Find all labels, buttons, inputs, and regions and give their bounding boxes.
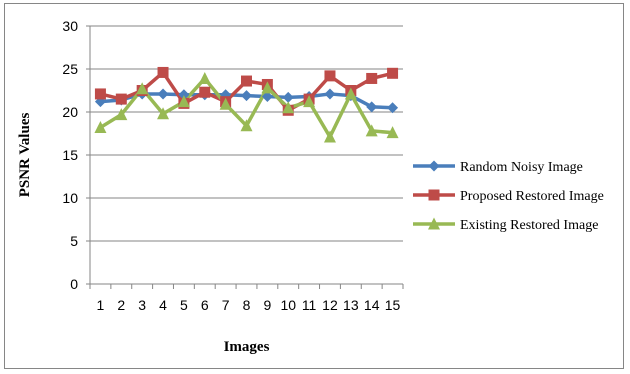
- data-point-series-2: [94, 88, 106, 100]
- data-point-series-2: [387, 67, 399, 79]
- data-point-series-3: [198, 71, 211, 84]
- x-tick-label: 5: [180, 297, 188, 313]
- data-point-series-3: [323, 130, 336, 143]
- data-point-series-1: [324, 88, 336, 100]
- legend-marker-1: [428, 160, 440, 172]
- legend: Random Noisy Image Proposed Restored Imag…: [413, 160, 604, 233]
- data-point-series-3: [136, 82, 149, 95]
- x-tick-label: 11: [302, 297, 317, 313]
- x-tick-label: 1: [97, 297, 105, 313]
- data-point-series-3: [344, 87, 357, 100]
- x-tick-label: 15: [385, 297, 401, 313]
- data-point-series-1: [282, 91, 294, 103]
- data-point-series-3: [386, 126, 399, 139]
- data-point-series-2: [115, 93, 127, 105]
- y-tick-label: 30: [62, 18, 78, 34]
- legend-label-2: Proposed Restored Image: [460, 189, 604, 204]
- y-axis-title: PSNR Values: [17, 113, 33, 198]
- x-tick-label: 8: [243, 297, 251, 313]
- x-tick-label: 10: [280, 297, 296, 313]
- chart-frame: 0 5 10 15 20 25 30 1 2 3 4 5 6 7 8 9 10 11 12 13 14 15 Images…: [4, 3, 624, 369]
- gridlines: [90, 25, 403, 242]
- data-point-series-2: [241, 75, 252, 87]
- x-tick-label: 4: [159, 297, 167, 313]
- x-tick-label: 6: [201, 297, 209, 313]
- data-point-series-3: [115, 108, 128, 121]
- data-point-series-1: [366, 101, 378, 113]
- data-point-series-1: [157, 88, 169, 100]
- y-tick-label: 5: [70, 233, 78, 249]
- data-point-series-3: [365, 124, 378, 137]
- data-point-series-1: [241, 90, 252, 102]
- data-point-series-3: [219, 97, 232, 110]
- y-tick-label: 10: [62, 190, 78, 206]
- data-point-series-3: [157, 107, 170, 120]
- data-point-series-2: [366, 72, 378, 84]
- x-tick-label: 12: [322, 297, 338, 313]
- data-point-series-3: [94, 120, 107, 133]
- x-tick-label: 14: [364, 297, 380, 313]
- data-point-series-2: [324, 70, 336, 82]
- x-tick-label: 2: [117, 297, 125, 313]
- x-tick-label: 13: [343, 297, 359, 313]
- y-tick-label: 15: [62, 147, 78, 163]
- x-tick-label: 9: [263, 297, 271, 313]
- legend-marker-3: [428, 217, 440, 230]
- data-point-series-2: [157, 66, 169, 78]
- data-point-series-3: [177, 95, 190, 108]
- data-point-series-3: [303, 95, 316, 108]
- x-axis-title: Images: [224, 339, 270, 355]
- data-point-series-2: [199, 86, 211, 98]
- legend-label-1: Random Noisy Image: [460, 160, 583, 175]
- y-tick-label: 20: [62, 104, 78, 120]
- y-tick-label: 0: [70, 276, 78, 292]
- data-point-series-1: [387, 102, 399, 114]
- data-point-series-3: [261, 81, 274, 94]
- legend-marker-2: [428, 189, 440, 201]
- data-point-series-1: [261, 91, 273, 103]
- data-point-series-1: [178, 89, 190, 101]
- y-tick-label: 25: [62, 61, 78, 77]
- series-markers: [94, 66, 399, 143]
- x-tick-label: 3: [138, 297, 146, 313]
- x-tick-label: 7: [222, 297, 230, 313]
- data-point-series-3: [240, 119, 253, 132]
- legend-label-3: Existing Restored Image: [460, 218, 598, 233]
- data-point-series-3: [282, 101, 295, 114]
